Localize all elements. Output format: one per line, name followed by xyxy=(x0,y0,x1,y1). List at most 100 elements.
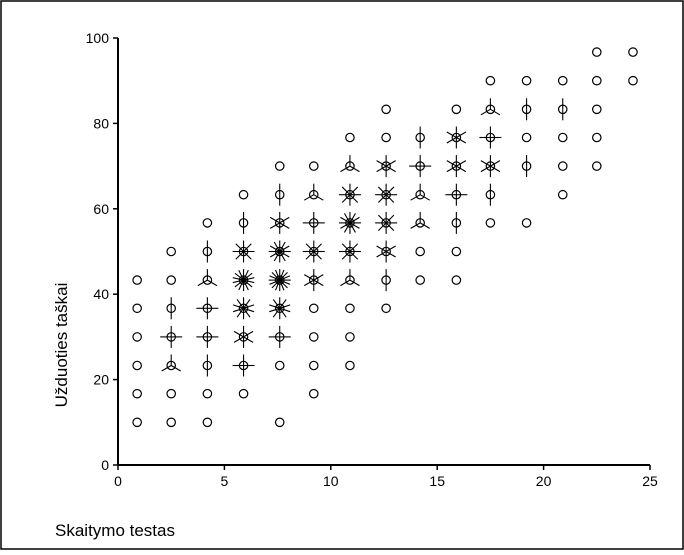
sunflower-petal xyxy=(279,279,288,289)
sunflower-petal xyxy=(480,160,491,167)
sunflower-petal xyxy=(385,222,395,232)
point-circle xyxy=(591,132,602,143)
point-circle xyxy=(628,75,638,86)
point-circle xyxy=(557,132,568,143)
y-axis-label: Užduoties taškai xyxy=(52,283,71,408)
sunflower-point xyxy=(274,417,285,428)
sunflower-point xyxy=(446,155,467,178)
sunflower-petal xyxy=(349,243,359,252)
sunflower-point xyxy=(132,303,142,314)
sunflower-point xyxy=(480,98,501,116)
sunflower-petal xyxy=(243,307,251,318)
sunflower-petal xyxy=(377,186,387,196)
sunflower-point xyxy=(202,354,213,377)
sunflower-petal xyxy=(279,251,290,258)
sunflower-point xyxy=(376,240,396,263)
sunflower-point xyxy=(166,388,176,399)
sunflower-point xyxy=(375,183,398,206)
tick-marks xyxy=(113,37,651,470)
point-circle xyxy=(591,47,602,57)
sunflower-point xyxy=(345,132,355,143)
sunflower-point xyxy=(410,211,430,229)
sunflower-petal xyxy=(269,251,281,258)
sunflower-point xyxy=(415,275,425,285)
sunflower-point xyxy=(166,275,176,285)
sunflower-petal xyxy=(343,222,351,233)
point-circle xyxy=(132,332,142,342)
sunflower-point xyxy=(202,240,213,263)
sunflower-petal xyxy=(243,277,255,281)
sunflower-petal xyxy=(279,271,288,281)
point-circle xyxy=(274,417,285,428)
sunflower-petal xyxy=(279,299,287,309)
sunflower-petal xyxy=(385,251,396,258)
y-tick-label: 20 xyxy=(93,372,109,388)
sunflower-petal xyxy=(243,330,254,338)
sunflower-point xyxy=(521,218,532,228)
point-circle xyxy=(591,75,602,86)
sunflower-petal xyxy=(243,336,254,343)
sunflower-petal xyxy=(238,279,245,291)
sunflower-point xyxy=(160,325,183,348)
point-circle xyxy=(308,303,319,314)
sunflower-point xyxy=(269,211,290,234)
sunflower-point xyxy=(274,183,285,206)
sunflower-point xyxy=(376,155,396,178)
sunflower-point xyxy=(345,360,355,371)
sunflower-petal xyxy=(269,307,280,313)
sunflower-petal xyxy=(272,307,281,318)
sunflower-petal xyxy=(419,194,430,201)
point-circle xyxy=(345,332,355,342)
sunflower-petal xyxy=(232,277,244,281)
sunflower-point xyxy=(409,155,432,178)
sunflower-petal xyxy=(341,251,351,260)
point-circle xyxy=(132,388,142,399)
sunflower-petal xyxy=(238,269,245,281)
sunflower-point xyxy=(410,183,430,201)
sunflower-petal xyxy=(197,279,208,287)
sunflower-point xyxy=(521,98,532,121)
sunflower-point xyxy=(381,303,391,314)
sunflower-point xyxy=(202,417,213,428)
sunflower-petal xyxy=(243,251,252,260)
point-circle xyxy=(202,218,213,228)
sunflower-petal xyxy=(279,216,290,224)
sunflower-petal xyxy=(305,243,315,252)
sunflower-petal xyxy=(340,222,351,229)
sunflower-petal xyxy=(279,251,286,262)
point-circle xyxy=(557,161,568,171)
sunflower-petal xyxy=(385,165,396,173)
sunflower-petal xyxy=(446,160,457,167)
sunflower-point xyxy=(340,269,360,287)
sunflower-petal xyxy=(313,243,322,252)
sunflower-petal xyxy=(313,274,324,281)
point-circle xyxy=(308,332,319,342)
sunflower-point xyxy=(557,132,568,143)
sunflower-point xyxy=(132,360,142,371)
sunflower-petal xyxy=(341,194,351,203)
sunflower-point xyxy=(628,47,638,57)
sunflower-petal xyxy=(271,279,281,289)
sunflower-point xyxy=(232,240,255,263)
sunflower-petal xyxy=(349,194,359,203)
sunflower-petal xyxy=(236,307,244,318)
sunflower-point xyxy=(166,297,176,320)
point-circle xyxy=(345,303,355,314)
sunflower-point xyxy=(238,388,249,399)
sunflower-point xyxy=(132,388,142,399)
sunflower-point xyxy=(591,104,602,115)
point-circle xyxy=(132,303,142,314)
point-circle xyxy=(628,47,638,57)
sunflower-petal xyxy=(243,272,253,281)
sunflower-point xyxy=(202,218,213,228)
x-tick-label: 5 xyxy=(221,473,229,489)
sunflower-petal xyxy=(232,307,244,313)
sunflower-petal xyxy=(456,165,467,173)
sunflower-petal xyxy=(341,243,351,252)
point-circle xyxy=(166,275,176,285)
sunflower-petal xyxy=(376,165,387,173)
sunflower-petal xyxy=(243,304,255,309)
sunflower-point xyxy=(451,104,462,115)
sunflower-point xyxy=(308,360,319,371)
sunflower-point xyxy=(340,155,360,173)
